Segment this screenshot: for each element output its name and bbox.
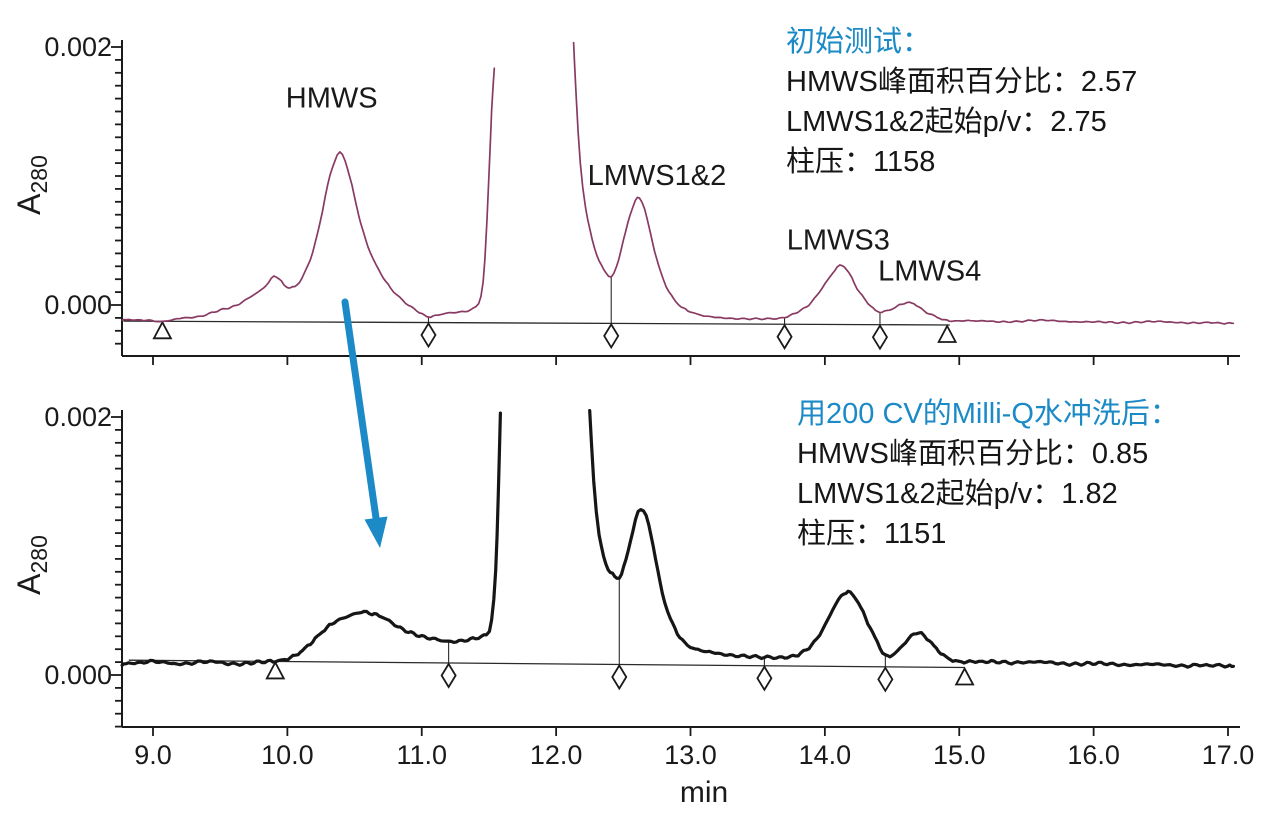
y-tick-label: 0.002 <box>44 402 112 432</box>
integration-baseline <box>123 320 950 326</box>
x-tick-label: 17.0 <box>1202 740 1255 770</box>
baseline-marker-diamond <box>877 666 894 693</box>
x-tick-label: 16.0 <box>1067 740 1120 770</box>
baseline-marker-diamond <box>756 665 773 692</box>
annotation-flushed-line: LMWS1&2起始p/v：1.82 <box>797 478 1118 510</box>
y-axis-title-main: A <box>11 573 47 595</box>
annotation-initial: 初始测试： HMWS峰面积百分比：2.57 LMWS1&2起始p/v：2.75 … <box>786 22 1137 182</box>
x-tick-label: 9.0 <box>134 740 172 770</box>
peak-label: LMWS4 <box>878 255 981 287</box>
x-tick-label: 12.0 <box>530 740 583 770</box>
trace-initial <box>121 67 496 323</box>
flush-arrow-shaft <box>341 298 380 522</box>
x-tick-label: 15.0 <box>933 740 986 770</box>
x-tick-label: 13.0 <box>664 740 717 770</box>
annotation-flushed: 用200 CV的Milli-Q水冲洗后： HMWS峰面积百分比：0.85 LMW… <box>797 394 1179 554</box>
baseline-marker-diamond <box>440 662 457 689</box>
annotation-initial-title: 初始测试： <box>786 26 932 58</box>
trace-flushed <box>588 409 1235 669</box>
y-tick-label: 0.002 <box>44 32 112 62</box>
baseline-marker-diamond <box>420 321 437 349</box>
y-axis-title-sub: 280 <box>26 155 52 193</box>
x-tick-label: 10.0 <box>261 740 314 770</box>
peak-label: LMWS3 <box>787 225 890 257</box>
y-axis-title-sub: 280 <box>26 535 52 573</box>
x-axis-title: min <box>680 776 728 809</box>
y-tick-label: 0.000 <box>44 660 112 690</box>
peak-label: HMWS <box>286 83 378 115</box>
baseline-marker-triangle <box>152 320 173 340</box>
y-axis-title: A280 <box>11 535 52 595</box>
trace-initial <box>572 41 1235 325</box>
y-axis-title: A280 <box>11 155 52 215</box>
baseline-marker-triangle <box>954 666 975 686</box>
peak-label: LMWS1&2 <box>588 160 727 192</box>
x-tick-label: 11.0 <box>396 740 447 770</box>
baseline-marker-diamond <box>611 663 628 691</box>
annotation-flushed-line: 柱压：1151 <box>797 518 947 550</box>
baseline-marker-diamond <box>776 323 793 350</box>
flush-arrow-head <box>364 516 388 548</box>
y-tick-label: 0.000 <box>44 290 112 320</box>
annotation-initial-line: 柱压：1158 <box>786 146 936 178</box>
annotation-initial-line: LMWS1&2起始p/v：2.75 <box>786 106 1107 138</box>
baseline-marker-diamond <box>871 323 889 351</box>
x-tick-label: 14.0 <box>799 740 852 770</box>
annotation-initial-line: HMWS峰面积百分比：2.57 <box>786 66 1138 98</box>
annotation-flushed-title: 用200 CV的Milli-Q水冲洗后： <box>797 398 1179 430</box>
baseline-marker-triangle <box>265 660 286 680</box>
annotation-flushed-line: HMWS峰面积百分比：0.85 <box>797 438 1149 470</box>
y-axis-title-main: A <box>11 193 47 215</box>
baseline-marker-diamond <box>603 322 620 350</box>
baseline-marker-triangle <box>937 324 958 343</box>
trace-flushed <box>120 411 502 667</box>
